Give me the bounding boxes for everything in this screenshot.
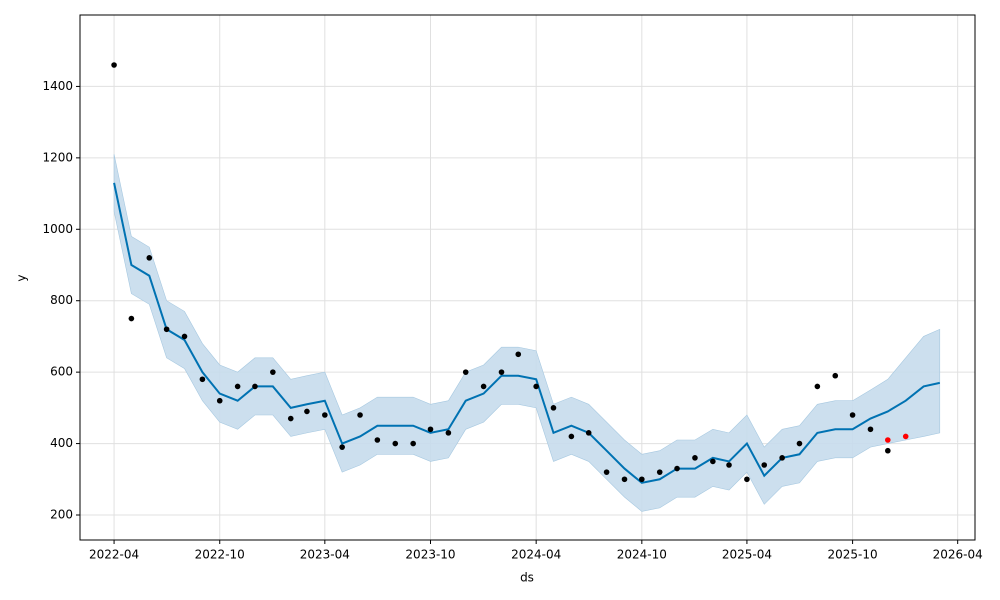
observation-point <box>357 412 363 418</box>
observation-point <box>410 440 416 447</box>
observation-point <box>339 444 345 450</box>
observation-point <box>585 430 592 436</box>
observation-point <box>710 458 716 465</box>
observation-point <box>568 433 575 440</box>
observation-point <box>692 455 698 461</box>
y-tick-label: 1200 <box>42 150 73 164</box>
x-tick-label: 2022-04 <box>89 548 139 562</box>
observation-point <box>674 465 680 472</box>
observation-point <box>462 369 469 375</box>
y-tick-label: 1400 <box>42 79 73 93</box>
observation-point <box>146 255 153 261</box>
observation-point <box>374 437 381 443</box>
observation-point <box>533 383 539 390</box>
observation-point <box>744 476 750 483</box>
observation-point <box>885 447 891 454</box>
observation-point <box>515 351 522 358</box>
observation-point <box>163 326 170 333</box>
uncertainty-band <box>113 154 941 512</box>
observation-point <box>427 426 434 433</box>
x-tick-label: 2025-10 <box>828 548 878 562</box>
observation-point <box>181 333 188 340</box>
observation-point <box>885 437 891 443</box>
observation-point <box>902 433 909 440</box>
observation-point <box>867 426 874 433</box>
observation-point <box>480 383 487 390</box>
x-tick-label: 2026-04 <box>933 548 983 562</box>
x-axis-label: ds <box>520 571 534 585</box>
observation-point <box>832 372 839 379</box>
observation-point <box>603 469 610 475</box>
observation-point <box>111 62 117 68</box>
observation-point <box>322 412 328 418</box>
observation-point <box>639 476 645 483</box>
observation-point <box>621 476 628 483</box>
observation-point <box>304 408 310 415</box>
x-tick-label: 2023-10 <box>405 548 455 562</box>
observation-point <box>392 440 399 447</box>
y-tick-label: 1000 <box>42 222 73 236</box>
observation-point <box>287 415 294 422</box>
observation-point <box>498 369 505 375</box>
forecast-line <box>113 182 940 484</box>
observation-point <box>199 376 206 383</box>
observation-point <box>814 383 821 390</box>
x-tick-label: 2024-04 <box>511 548 561 562</box>
observation-point <box>128 315 135 322</box>
observation-point <box>779 455 785 461</box>
y-tick-label: 600 <box>50 365 73 379</box>
observation-point <box>216 397 223 404</box>
observation-point <box>796 440 803 447</box>
y-tick-label: 800 <box>50 293 73 307</box>
observation-point <box>252 383 258 390</box>
x-tick-label: 2022-10 <box>195 548 245 562</box>
observation-point <box>550 405 557 411</box>
plot-frame <box>79 14 976 541</box>
y-tick-label: 400 <box>50 436 73 450</box>
observation-point <box>849 412 856 418</box>
x-tick-label: 2024-10 <box>617 548 667 562</box>
observation-point <box>761 462 768 468</box>
observation-point <box>445 430 452 436</box>
observation-point <box>656 469 663 475</box>
x-tick-label: 2025-04 <box>722 548 772 562</box>
observation-point <box>234 383 241 390</box>
observation-point <box>726 462 732 468</box>
observation-point <box>270 369 276 375</box>
x-tick-label: 2023-04 <box>300 548 350 562</box>
y-axis-label: y <box>15 274 29 281</box>
y-tick-label: 200 <box>50 508 73 522</box>
